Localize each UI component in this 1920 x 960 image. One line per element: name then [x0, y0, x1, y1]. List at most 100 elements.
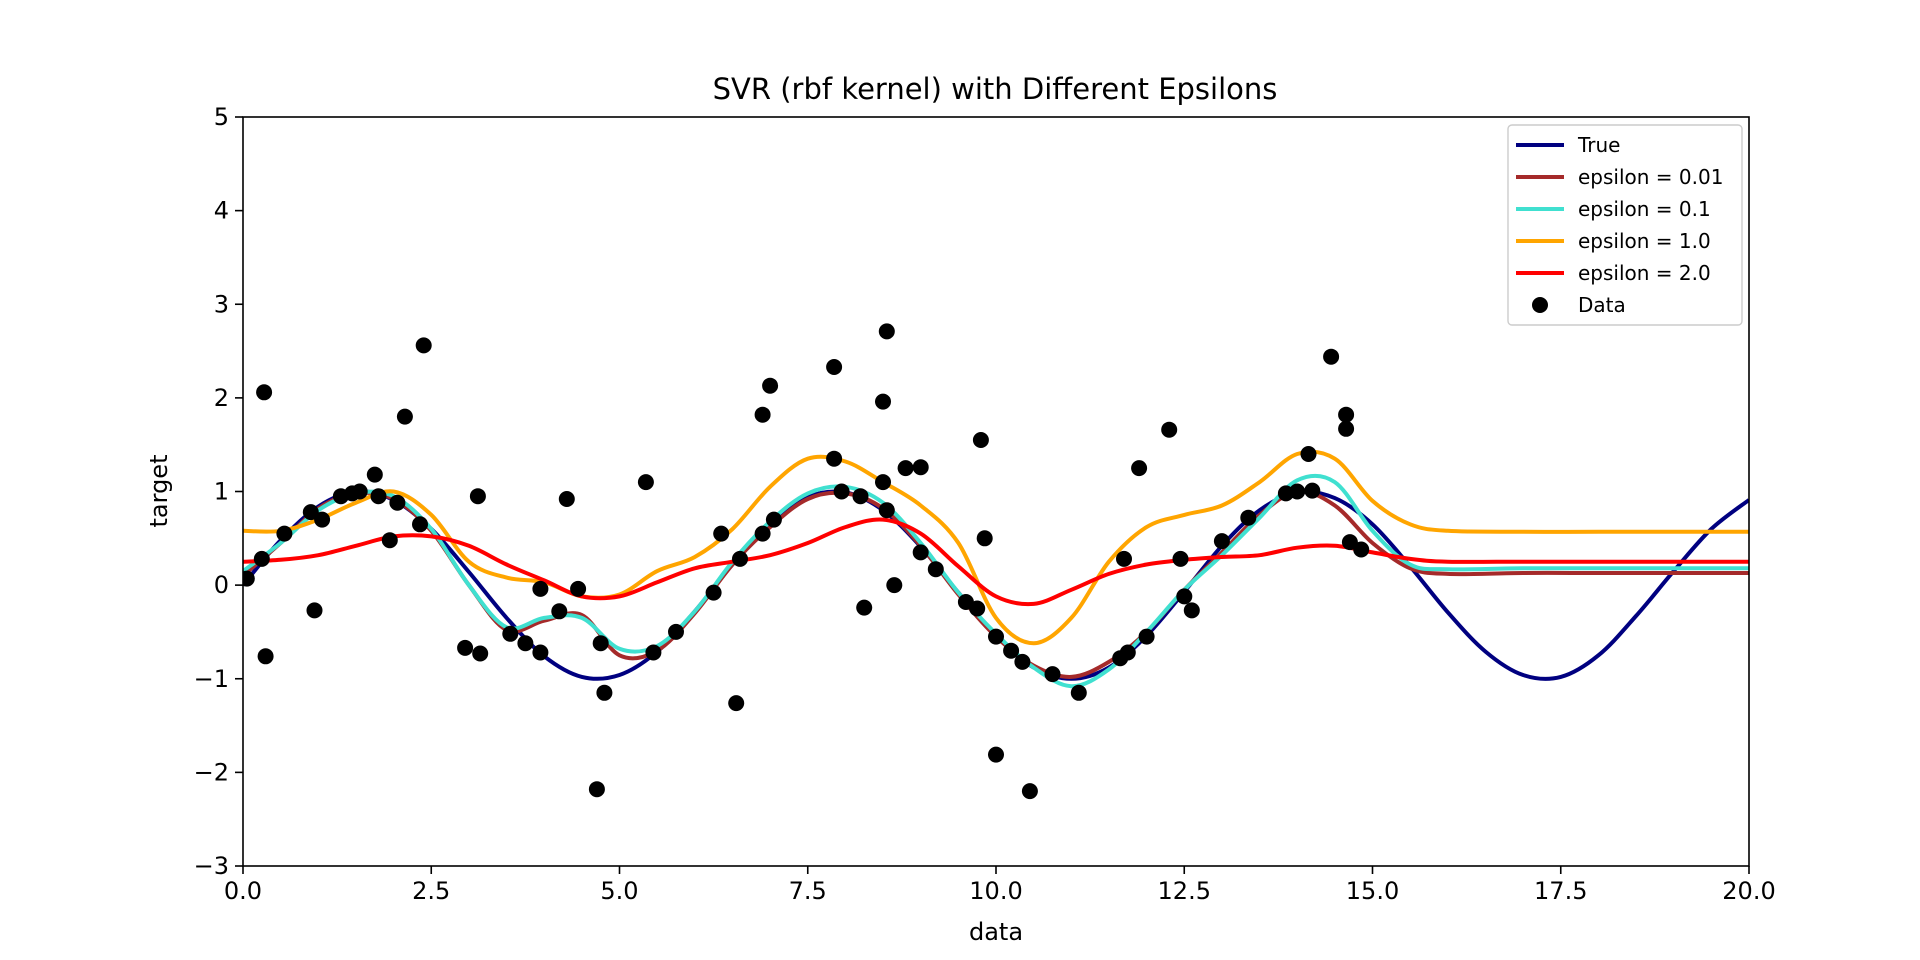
x-tick-label: 20.0 — [1722, 877, 1775, 905]
data-point — [1070, 684, 1087, 701]
data-point — [314, 511, 331, 528]
x-tick-label: 10.0 — [969, 877, 1022, 905]
data-point — [912, 459, 929, 476]
data-point — [754, 525, 771, 542]
data-point — [1176, 588, 1193, 605]
data-point — [762, 377, 779, 394]
data-point — [256, 384, 273, 401]
data-point — [1338, 406, 1355, 423]
data-point — [532, 580, 549, 597]
data-point — [1289, 483, 1306, 500]
data-point — [897, 460, 914, 477]
data-point — [754, 406, 771, 423]
x-tick-label: 2.5 — [412, 877, 450, 905]
legend-label: Data — [1578, 293, 1626, 317]
x-tick-label: 17.5 — [1534, 877, 1587, 905]
data-point — [257, 648, 274, 665]
data-point — [878, 502, 895, 519]
data-point — [976, 530, 993, 547]
y-tick-label: 1 — [214, 478, 229, 506]
data-point — [637, 474, 654, 491]
data-point — [1116, 550, 1132, 567]
chart-title: SVR (rbf kernel) with Different Epsilons — [713, 72, 1278, 106]
data-point — [396, 408, 413, 425]
legend-label: epsilon = 0.1 — [1578, 197, 1711, 221]
data-point — [502, 625, 519, 642]
y-tick-label: 5 — [214, 103, 229, 131]
data-point — [852, 488, 869, 505]
data-point — [1014, 653, 1031, 670]
data-point — [457, 639, 474, 656]
data-point — [472, 645, 489, 662]
data-point — [1044, 666, 1061, 683]
data-point — [645, 644, 662, 661]
data-point — [1138, 628, 1155, 645]
x-tick-label: 0.0 — [224, 877, 262, 905]
data-point — [1172, 550, 1189, 567]
x-tick-label: 7.5 — [789, 877, 827, 905]
data-point — [592, 635, 609, 652]
data-point — [927, 561, 944, 578]
y-tick-label: −3 — [194, 852, 229, 880]
data-point — [713, 525, 730, 542]
data-point — [1161, 421, 1178, 438]
data-point — [302, 504, 319, 521]
legend-label: epsilon = 2.0 — [1578, 261, 1711, 285]
data-point — [1304, 482, 1321, 499]
y-tick-label: −1 — [194, 665, 229, 693]
data-point — [1300, 446, 1317, 462]
data-point — [705, 584, 722, 601]
data-point — [856, 599, 873, 616]
data-point — [969, 600, 986, 617]
legend-box — [1507, 124, 1743, 326]
y-tick-label: −2 — [194, 758, 229, 786]
scatter-layer — [243, 323, 1370, 800]
data-point — [912, 544, 929, 561]
data-point — [1323, 348, 1340, 365]
y-axis-label: target — [145, 455, 173, 528]
data-point — [389, 494, 406, 511]
series-line-3 — [243, 449, 1749, 646]
data-point — [1131, 460, 1148, 477]
data-point — [826, 450, 843, 467]
data-point — [988, 628, 1004, 645]
data-point — [517, 635, 534, 652]
data-point — [728, 695, 745, 712]
data-point — [370, 488, 387, 505]
data-point — [765, 511, 782, 528]
data-point — [732, 550, 748, 567]
x-tick-label: 5.0 — [600, 877, 638, 905]
x-tick-label: 12.5 — [1158, 877, 1211, 905]
x-axis: 0.0 2.5 5.0 7.5 10.0 12.5 15.0 17.5 20.0 — [224, 866, 1776, 905]
data-point — [668, 623, 684, 640]
data-point — [826, 359, 843, 375]
data-point — [469, 488, 486, 505]
y-axis: −3 −2 −1 0 1 2 3 4 5 — [194, 103, 243, 880]
data-point — [875, 474, 891, 491]
y-tick-label: 2 — [214, 384, 229, 412]
data-point — [1341, 534, 1358, 551]
x-tick-label: 15.0 — [1346, 877, 1399, 905]
legend-label: epsilon = 1.0 — [1578, 229, 1711, 253]
data-point — [878, 323, 895, 340]
data-point — [351, 483, 368, 500]
data-point — [381, 532, 398, 549]
data-point — [366, 466, 383, 483]
y-tick-label: 0 — [214, 571, 229, 599]
data-point — [412, 516, 428, 533]
data-point — [558, 491, 575, 507]
data-point — [570, 580, 587, 597]
data-point — [875, 393, 891, 410]
data-point — [596, 684, 613, 701]
data-point — [886, 577, 903, 594]
data-point — [1021, 783, 1038, 800]
legend-label: True — [1577, 133, 1620, 157]
series-line-4 — [243, 517, 1749, 607]
legend-swatch — [1532, 297, 1548, 313]
data-point — [243, 570, 255, 587]
data-point — [1003, 642, 1020, 659]
data-point — [972, 432, 989, 448]
data-point — [532, 644, 549, 661]
data-point — [306, 602, 323, 619]
